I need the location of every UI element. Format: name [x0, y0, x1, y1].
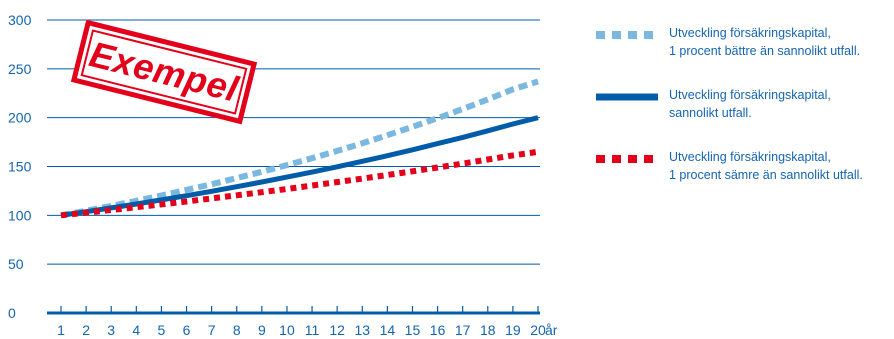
x-tick-label: 8 — [233, 322, 241, 338]
y-tick-labels: 0 50 100 150 200 250 300 — [8, 12, 32, 321]
x-tick-label: 20 — [530, 322, 546, 338]
y-tick-label: 200 — [8, 110, 32, 126]
x-tick-label: 19 — [505, 322, 521, 338]
legend: Utveckling försäkringskapital, 1 procent… — [596, 24, 892, 210]
legend-label-probable: Utveckling försäkringskapital, sannolikt… — [669, 88, 831, 120]
x-tick-label: 14 — [380, 322, 396, 338]
x-tick-label: 4 — [132, 322, 140, 338]
legend-label-better: Utveckling försäkringskapital, 1 procent… — [669, 26, 861, 58]
x-tick-label: 7 — [208, 322, 216, 338]
x-tick-label: 17 — [455, 322, 471, 338]
legend-swatch-better — [596, 31, 658, 39]
legend-label-worse: Utveckling försäkringskapital, 1 procent… — [669, 150, 863, 182]
legend-item-better: Utveckling försäkringskapital, 1 procent… — [596, 24, 892, 86]
x-tick-label: 12 — [329, 322, 345, 338]
x-tick-label: 6 — [183, 322, 191, 338]
x-tick-label: 10 — [279, 322, 295, 338]
x-tick-label: 11 — [305, 322, 320, 338]
legend-item-worse: Utveckling försäkringskapital, 1 procent… — [596, 148, 892, 210]
x-unit-label: år — [545, 322, 558, 338]
series-line-1 — [60, 115, 539, 218]
x-tick-label: 5 — [158, 322, 166, 338]
x-tick-label: 3 — [107, 322, 115, 338]
x-tick-label: 2 — [82, 322, 90, 338]
y-tick-label: 150 — [8, 159, 32, 175]
x-tick-label: 15 — [405, 322, 421, 338]
legend-item-probable: Utveckling försäkringskapital, sannolikt… — [596, 86, 892, 148]
y-tick-label: 0 — [8, 305, 16, 321]
y-tick-label: 100 — [8, 207, 32, 223]
y-tick-label: 300 — [8, 12, 32, 28]
y-tick-label: 250 — [8, 61, 32, 77]
x-tick-label: 16 — [430, 322, 446, 338]
legend-swatch-probable — [596, 93, 658, 101]
legend-swatch-worse — [596, 155, 658, 163]
x-tick-label: 18 — [480, 322, 496, 338]
x-axis — [47, 306, 540, 315]
y-tick-label: 50 — [8, 256, 24, 272]
series-line-2 — [60, 148, 539, 219]
x-tick-label: 13 — [354, 322, 370, 338]
x-tick-labels: 1 2 3 4 5 6 7 8 9 10 11 12 13 14 15 16 17 18 19 20 år — [57, 322, 558, 338]
x-tick-label: 9 — [258, 322, 266, 338]
series-lines — [60, 78, 539, 219]
x-tick-label: 1 — [57, 322, 65, 338]
series-line-0 — [60, 78, 539, 219]
